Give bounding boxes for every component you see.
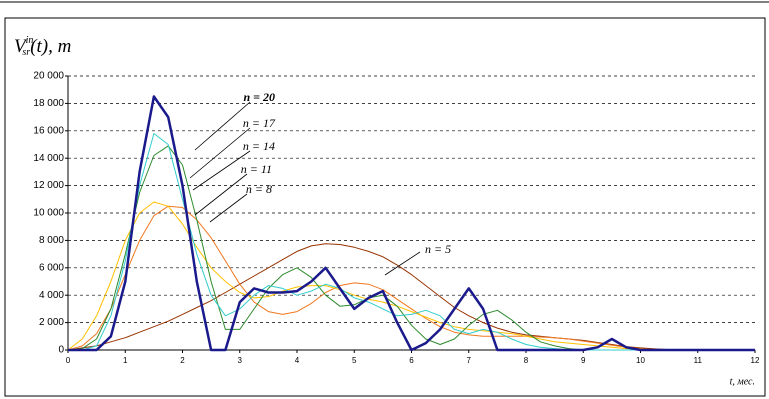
x-tick-label: 7 (467, 356, 472, 365)
series-line (68, 133, 755, 351)
y-tick-label: 20 000 (33, 71, 64, 82)
x-tick-label: 10 (636, 356, 645, 365)
series-label: n = 11 (241, 162, 272, 176)
series-line (67, 243, 755, 351)
leader-line (194, 101, 251, 151)
x-tick-label: 4 (295, 356, 300, 365)
y-tick-label: 18 000 (33, 98, 64, 109)
y-axis-label: Vin sr(t), m (14, 35, 71, 58)
x-tick-label: 0 (66, 356, 71, 365)
y-tick-label: 0 (58, 345, 64, 356)
series-line (67, 201, 755, 351)
frame (4, 17, 766, 397)
series-label: n = 17 (243, 116, 276, 130)
y-tick-label: 4 000 (39, 290, 64, 301)
x-tick-label: 9 (581, 356, 586, 365)
y-tick-label: 8 000 (39, 235, 64, 246)
series-line (67, 205, 755, 351)
y-tick-label: 10 000 (33, 208, 64, 219)
x-tick-label: 12 (751, 356, 760, 365)
series-label: n = 14 (243, 139, 275, 153)
leader-line (194, 173, 248, 216)
leader-line (209, 193, 248, 223)
x-axis-label: t, мес. (730, 376, 755, 387)
x-tick-label: 5 (352, 356, 357, 365)
leader-line (189, 127, 251, 179)
x-tick-label: 2 (180, 356, 185, 365)
leader-line (384, 251, 421, 276)
series-line (68, 95, 755, 352)
y-tick-label: 12 000 (33, 180, 64, 191)
y-tick-label: 2 000 (39, 317, 64, 328)
x-tick-label: 3 (238, 356, 243, 365)
y-tick-label: 14 000 (33, 153, 64, 164)
series-label: n = 20 (243, 90, 275, 104)
x-tick-label: 1 (123, 356, 128, 365)
y-tick-label: 16 000 (33, 125, 64, 136)
series-label: n = 8 (246, 182, 272, 196)
leader-line (192, 150, 251, 191)
x-tick-label: 6 (409, 356, 414, 365)
x-tick-label: 11 (694, 356, 703, 365)
x-tick-label: 8 (524, 356, 529, 365)
y-tick-label: 6 000 (39, 262, 64, 273)
series-label: n = 5 (425, 242, 451, 256)
